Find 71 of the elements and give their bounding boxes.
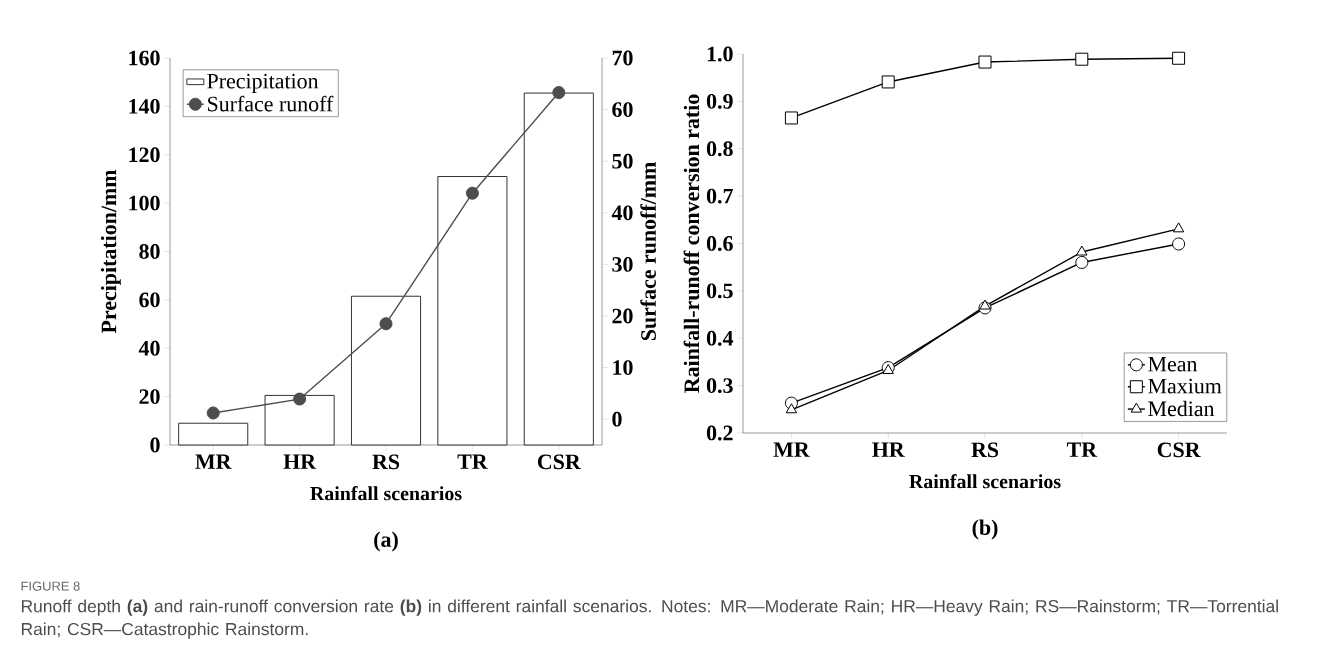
bar: [264, 394, 335, 446]
y-tick-label: 140: [129, 98, 160, 114]
point: [1172, 222, 1185, 233]
y2-tick-label: 70: [612, 50, 633, 66]
x-tick-label: CSR: [1157, 442, 1201, 458]
legend-label: Mean: [1148, 356, 1198, 372]
y2-axis-title: Surface runoff/mm: [640, 162, 656, 341]
bar: [178, 422, 249, 446]
point: [979, 299, 991, 310]
y-tick-label: 40: [138, 340, 160, 356]
point: [552, 86, 566, 100]
point: [206, 406, 220, 420]
y2-tick-label: 0: [612, 411, 622, 427]
y-tick-label: 0.5: [706, 283, 733, 299]
y-tick-label: 0: [150, 437, 160, 453]
point: [293, 392, 307, 406]
x-tick-label: RS: [372, 454, 400, 470]
y-tick-label: 0.3: [706, 378, 733, 394]
y2-tick-label: 30: [612, 257, 633, 272]
x-tick-label: TR: [1066, 442, 1098, 457]
x-axis-title: Rainfall scenarios: [909, 474, 1061, 489]
y-tick-label: 1.0: [707, 46, 733, 62]
y-tick-label: 20: [139, 389, 160, 405]
y-tick-label: 120: [129, 147, 160, 163]
y-axis-title: Rainfall-runoff conversion ratio: [683, 94, 700, 393]
x-tick-label: MR: [773, 442, 810, 457]
y-tick-label: 0.2: [706, 425, 733, 441]
y2-tick-label: 20: [612, 308, 633, 324]
y-tick-label: 60: [139, 292, 160, 308]
y2-tick-label: 10: [613, 360, 633, 375]
y-tick-label: 100: [129, 195, 160, 211]
text: (b): [972, 519, 998, 540]
x-tick-label: HR: [283, 454, 317, 469]
x-tick-label: RS: [971, 442, 999, 458]
y-tick-label: 80: [139, 244, 160, 259]
point: [379, 317, 393, 331]
point: [785, 403, 798, 414]
point: [1172, 51, 1186, 65]
x-axis-title: Rainfall scenarios: [310, 486, 462, 501]
y-tick-label: 0.8: [706, 141, 733, 157]
bar: [523, 92, 594, 446]
text: (a): [374, 531, 398, 552]
y2-tick-label: 40: [611, 205, 633, 221]
legend-label: Median: [1148, 400, 1215, 417]
x-tick-label: HR: [872, 442, 905, 457]
point: [1172, 237, 1186, 251]
x-tick-label: MR: [195, 454, 232, 469]
legend-label: Maxium: [1148, 378, 1222, 394]
y2-tick-label: 50: [612, 153, 633, 169]
point: [465, 186, 479, 200]
point: [978, 55, 992, 69]
point: [881, 75, 895, 89]
y2-tick-label: 60: [612, 102, 633, 117]
bar: [350, 295, 422, 446]
point: [784, 111, 798, 125]
y-tick-label: 0.6: [706, 236, 733, 251]
y-tick-label: 160: [129, 50, 160, 66]
text: Runoff depth (a) and rain-runoff conversion rate (b) in different rainfall scenarios. Notes: MR—Moderate Rain; HR—Heavy Rain; RS—Rainstorm; TR—Torrential Rain; CSR—Catastrophic Rainstorm.: [21, 599, 1278, 639]
caption: FIGURE 8: [21, 581, 80, 591]
point: [1076, 245, 1088, 256]
legend-label: Surface runoff: [208, 95, 334, 112]
y-axis-title: Precipitation/mm: [100, 169, 121, 334]
legend-label: Precipitation: [207, 73, 319, 93]
y-tick-label: 0.4: [706, 330, 734, 346]
x-tick-label: TR: [457, 454, 488, 469]
bar: [437, 176, 508, 446]
x-tick-label: CSR: [537, 454, 581, 470]
point: [1075, 255, 1089, 269]
y-tick-label: 0.9: [706, 93, 733, 109]
point: [1075, 52, 1089, 66]
y-tick-label: 0.7: [706, 188, 733, 204]
